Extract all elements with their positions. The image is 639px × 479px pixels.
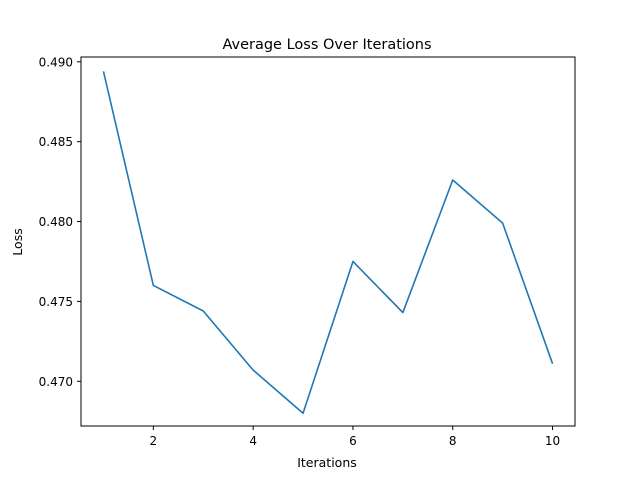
y-tick-label: 0.490 [39,55,73,69]
y-tick-label: 0.480 [39,215,73,229]
y-tick-label: 0.485 [39,135,73,149]
x-tick-label: 10 [545,434,560,448]
x-tick-label: 8 [449,434,457,448]
y-tick-label: 0.475 [39,295,73,309]
y-axis-label: Loss [10,228,25,255]
plot-area [80,56,576,427]
y-tick-label: 0.470 [39,375,73,389]
x-tick-label: 6 [349,434,357,448]
x-tick-label: 2 [150,434,158,448]
chart-title: Average Loss Over Iterations [222,37,431,53]
series-line [102,71,554,415]
x-tick-label: 4 [249,434,257,448]
y-axis: 0.470 0.475 0.480 0.485 0.490 [39,55,81,389]
x-axis: 2 4 6 8 10 [150,426,560,448]
series-layer [102,71,554,415]
x-axis-label: Iterations [297,455,357,470]
